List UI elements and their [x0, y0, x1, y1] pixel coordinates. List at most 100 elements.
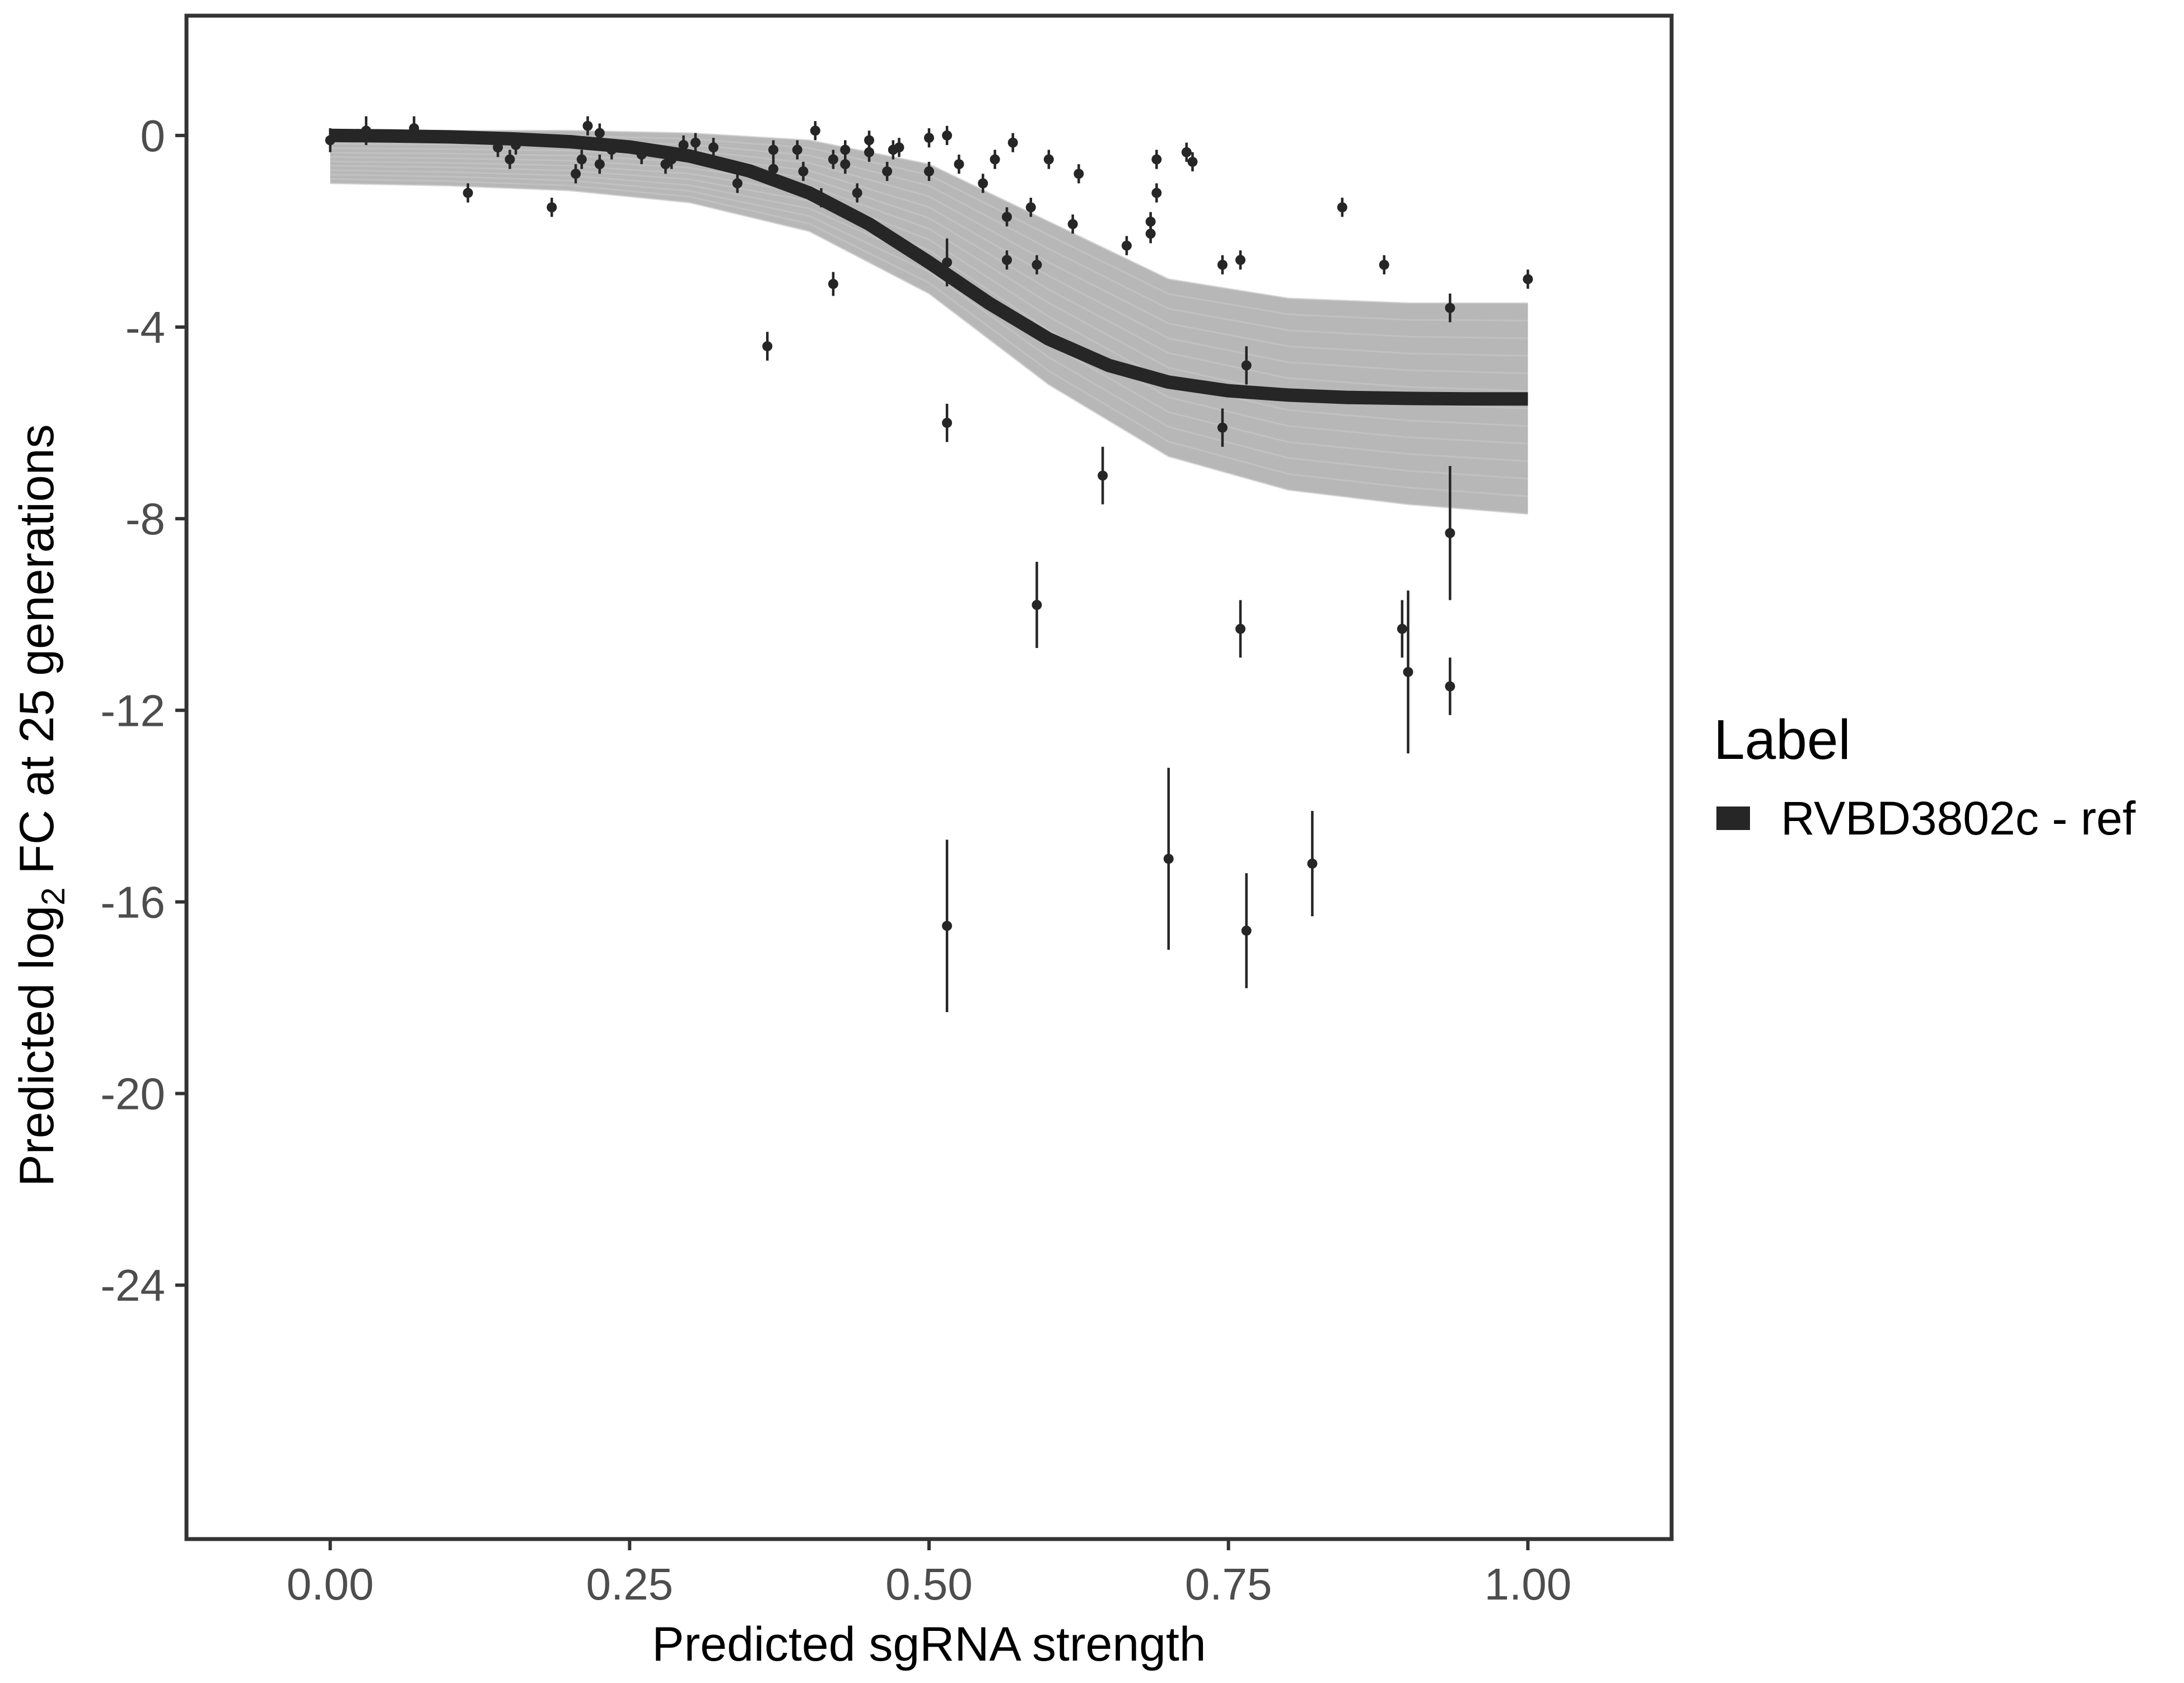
point-marker [882, 166, 893, 176]
data-point [810, 121, 820, 141]
point-marker [864, 135, 875, 146]
point-marker [762, 341, 773, 352]
point-marker [666, 154, 677, 165]
data-point [582, 116, 593, 136]
data-point [511, 135, 521, 155]
data-points-layer [325, 116, 1533, 1013]
point-marker [828, 154, 838, 165]
data-point [505, 150, 515, 169]
data-point [924, 161, 934, 181]
y-tick-label: -4 [125, 302, 165, 352]
data-point [463, 183, 473, 203]
data-point [1445, 658, 1455, 715]
data-point [678, 135, 689, 155]
posterior-draw-line [330, 182, 1528, 515]
y-tick-label: 0 [141, 111, 166, 161]
data-point [1397, 600, 1407, 658]
data-point [978, 174, 988, 193]
point-marker [894, 142, 904, 153]
data-point [1445, 293, 1455, 323]
y-tick-label: -24 [100, 1261, 165, 1311]
y-tick-label: -16 [100, 877, 165, 927]
point-marker [636, 150, 647, 160]
point-marker [1007, 137, 1018, 148]
data-point [1032, 562, 1042, 649]
data-point [1151, 150, 1162, 169]
point-marker [576, 154, 587, 165]
posterior-draw-line [330, 147, 1528, 375]
data-point [942, 840, 953, 1013]
point-marker [1002, 255, 1012, 265]
data-point [1163, 767, 1174, 950]
point-marker [942, 418, 953, 428]
data-point [1181, 142, 1192, 162]
data-point [816, 188, 827, 208]
point-marker [1002, 212, 1012, 222]
data-point [1235, 250, 1246, 270]
legend-entry-label: RVBD3802c - ref [1781, 792, 2136, 845]
y-tick-label: -8 [125, 494, 165, 544]
point-marker [768, 164, 778, 174]
data-point [894, 138, 904, 157]
x-axis: 0.00 0.25 0.50 0.75 1.00 [287, 1539, 1571, 1609]
x-tick-label: 1.00 [1485, 1559, 1572, 1609]
data-point [990, 150, 1000, 169]
point-marker [816, 193, 827, 203]
point-marker [828, 278, 838, 289]
point-marker [1241, 360, 1252, 371]
data-point [594, 123, 605, 143]
point-marker [954, 159, 964, 170]
data-point [547, 198, 557, 217]
point-marker [1235, 255, 1246, 265]
data-point [954, 155, 964, 174]
posterior-band-area [330, 130, 1528, 514]
point-marker [1241, 925, 1252, 936]
point-marker [1397, 623, 1407, 634]
point-marker [582, 120, 593, 131]
point-marker [1151, 154, 1162, 165]
data-point [1151, 183, 1162, 203]
data-point [636, 144, 647, 165]
data-point [828, 272, 838, 296]
data-point [594, 155, 605, 174]
point-marker [942, 257, 953, 268]
point-marker [1187, 156, 1198, 167]
data-point [1067, 214, 1078, 234]
point-marker [852, 188, 862, 198]
fit-curve-layer [330, 128, 1528, 406]
data-point [924, 128, 934, 148]
point-marker [924, 133, 934, 143]
point-marker [1379, 259, 1389, 270]
posterior-draw-line [330, 178, 1528, 497]
data-point [571, 164, 581, 184]
point-marker [708, 142, 719, 153]
posterior-draw-line [330, 152, 1528, 392]
point-marker [1043, 154, 1054, 165]
point-marker [463, 188, 473, 198]
point-marker [942, 921, 953, 931]
point-marker [732, 178, 743, 189]
data-point [942, 403, 953, 442]
data-point [942, 125, 953, 145]
point-marker [1145, 229, 1156, 239]
point-marker [840, 144, 851, 155]
point-marker [942, 130, 953, 141]
data-point [1025, 198, 1036, 217]
data-point [1241, 346, 1252, 385]
posterior-draw-line [330, 165, 1528, 445]
point-marker [678, 139, 689, 150]
point-marker [1032, 259, 1042, 270]
point-marker [511, 139, 521, 150]
data-point [1217, 255, 1228, 274]
point-marker [361, 125, 371, 136]
point-marker [792, 144, 802, 155]
point-marker [325, 135, 335, 146]
point-marker [990, 154, 1000, 165]
point-marker [1151, 188, 1162, 198]
data-point [1187, 152, 1198, 171]
legend: Label RVBD3802c - ref [1714, 708, 2136, 845]
point-marker [594, 128, 605, 138]
point-marker [1337, 202, 1347, 213]
